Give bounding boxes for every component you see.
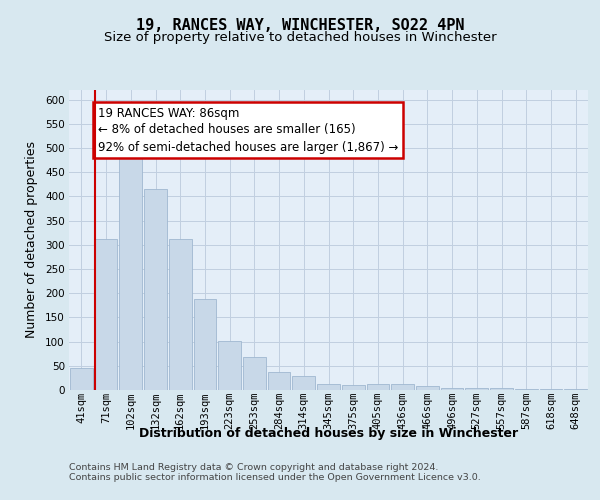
Bar <box>243 357 266 390</box>
Bar <box>218 340 241 390</box>
Text: 19, RANCES WAY, WINCHESTER, SO22 4PN: 19, RANCES WAY, WINCHESTER, SO22 4PN <box>136 18 464 32</box>
Bar <box>169 239 191 390</box>
Bar <box>292 376 315 390</box>
Bar <box>95 239 118 390</box>
Bar <box>144 189 167 390</box>
Bar <box>466 388 488 390</box>
Bar <box>194 299 216 390</box>
Bar <box>119 158 142 390</box>
Bar <box>564 388 587 390</box>
Bar <box>391 384 414 390</box>
Text: Contains HM Land Registry data © Crown copyright and database right 2024.
Contai: Contains HM Land Registry data © Crown c… <box>69 462 481 482</box>
Bar <box>490 388 513 390</box>
Bar <box>70 368 93 390</box>
Text: Size of property relative to detached houses in Winchester: Size of property relative to detached ho… <box>104 31 496 44</box>
Text: 19 RANCES WAY: 86sqm
← 8% of detached houses are smaller (165)
92% of semi-detac: 19 RANCES WAY: 86sqm ← 8% of detached ho… <box>98 106 398 154</box>
Bar <box>515 388 538 390</box>
Bar <box>367 384 389 390</box>
Bar <box>268 372 290 390</box>
Bar <box>317 384 340 390</box>
Bar <box>342 385 365 390</box>
Text: Distribution of detached houses by size in Winchester: Distribution of detached houses by size … <box>139 428 518 440</box>
Bar <box>416 386 439 390</box>
Bar <box>539 388 562 390</box>
Y-axis label: Number of detached properties: Number of detached properties <box>25 142 38 338</box>
Bar <box>441 388 463 390</box>
